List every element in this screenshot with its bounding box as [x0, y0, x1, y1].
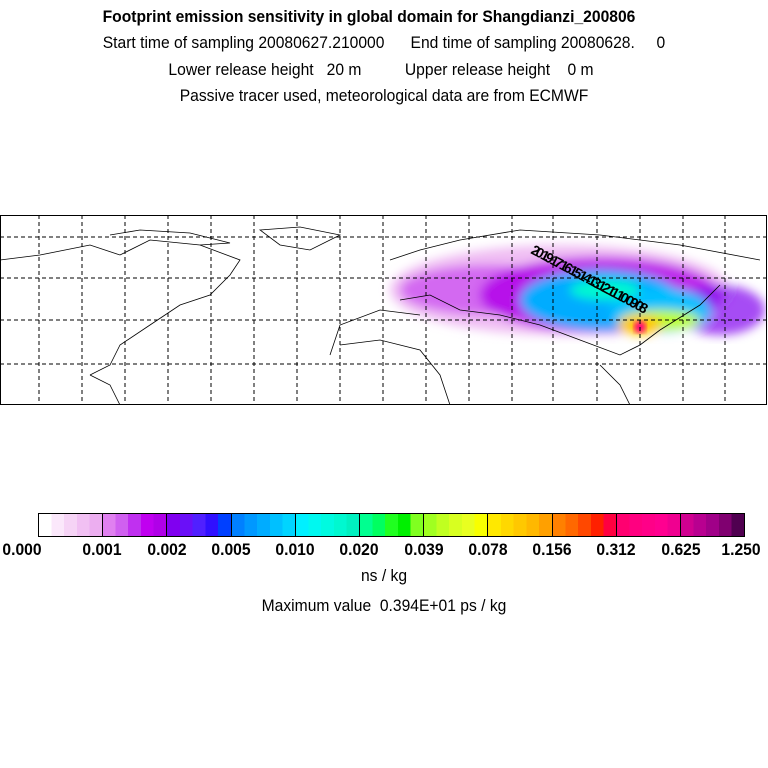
- colorbar-tick-label: 1.250: [721, 540, 761, 559]
- colorbar-segment: [424, 514, 489, 536]
- colorbar-segment: [616, 514, 681, 536]
- coastlines: [0, 226, 761, 405]
- colorbar-unit: ns / kg: [360, 566, 408, 585]
- colorbar-segment: [295, 514, 360, 536]
- colorbar-segment: [39, 514, 104, 536]
- colorbar: [38, 513, 745, 537]
- sampling-times: Start time of sampling 20080627.210000 E…: [102, 33, 666, 52]
- colorbar-segment: [103, 514, 168, 536]
- colorbar-tick-label: 0.156: [532, 540, 572, 559]
- maximum-value: Maximum value 0.394E+01 ps / kg: [261, 596, 507, 615]
- colorbar-tick-label: 0.039: [404, 540, 444, 559]
- colorbar-tick-label: 0.078: [468, 540, 508, 559]
- colorbar-tick-label: 0.625: [661, 540, 701, 559]
- colorbar-tick-label: 0.312: [596, 540, 637, 559]
- footprint-map: 20 19 17 16 15 14 13 12 11 10 09 08: [0, 215, 767, 405]
- colorbar-tick-label: 0.002: [146, 540, 187, 559]
- colorbar-segment: [231, 514, 296, 536]
- release-heights: Lower release height 20 m Upper release …: [168, 60, 594, 79]
- map-frame: [0, 215, 767, 405]
- colorbar-segment: [680, 514, 745, 536]
- colorbar-tick-label: 0.020: [339, 540, 379, 559]
- colorbar-tick-label: 0.001: [82, 540, 122, 559]
- colorbar-tick-label: 0.000: [2, 540, 42, 559]
- colorbar-segment: [167, 514, 232, 536]
- graticule: [0, 215, 767, 405]
- plot-title: Footprint emission sensitivity in global…: [102, 7, 636, 26]
- colorbar-segment: [552, 514, 617, 536]
- tracer-info: Passive tracer used, meteorological data…: [179, 86, 589, 105]
- colorbar-tick-label: 0.005: [211, 540, 251, 559]
- colorbar-segment: [488, 514, 553, 536]
- colorbar-tick-label: 0.010: [275, 540, 315, 559]
- colorbar-segment: [359, 514, 425, 536]
